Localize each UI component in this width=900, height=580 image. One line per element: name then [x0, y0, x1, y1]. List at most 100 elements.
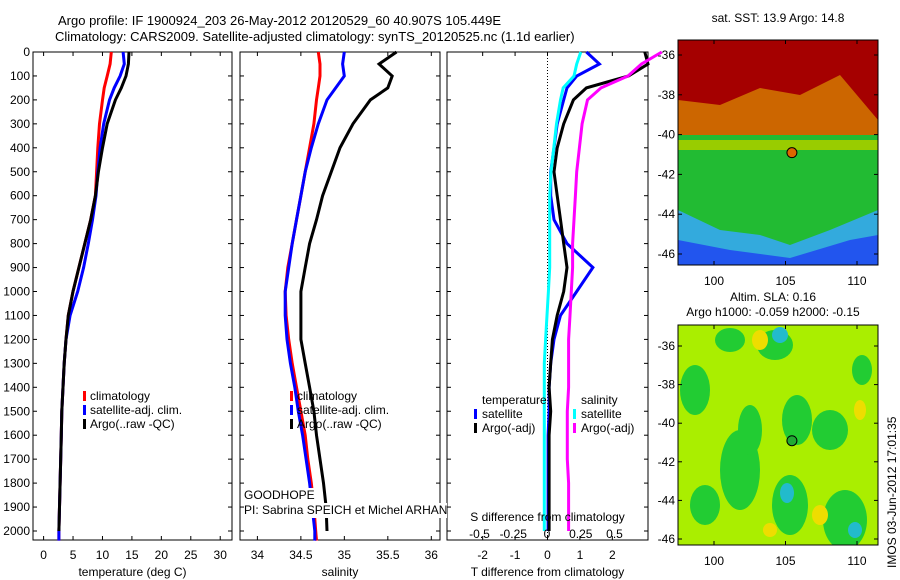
sla-low-anomaly — [812, 410, 848, 450]
y-tick-label: 1700 — [3, 452, 30, 466]
sla-lowest-anomaly — [772, 327, 788, 343]
map-image — [678, 40, 878, 265]
x-tick-label: -2 — [477, 548, 488, 562]
x-tick-label: 0 — [40, 548, 47, 562]
series-line-s-argo-adj- — [565, 50, 663, 531]
lat-tick-label: -40 — [658, 128, 676, 142]
x-tick-label: 0 — [544, 548, 551, 562]
map-frame — [677, 39, 879, 266]
legend-swatch — [83, 419, 86, 429]
y-tick-label: 100 — [10, 69, 30, 83]
sst-field-cold — [678, 235, 878, 265]
legend-label: Argo(..raw -QC) — [297, 417, 382, 431]
profile-location-marker — [786, 147, 798, 159]
sla-low-anomaly — [715, 328, 745, 352]
y-tick-label: 1800 — [3, 476, 30, 490]
lat-tick-label: -40 — [658, 416, 676, 430]
sst-field-yellowgreen — [678, 140, 878, 150]
y-tick-label: 1300 — [3, 356, 30, 370]
sla-high-anomaly — [812, 505, 828, 525]
legend-swatch — [474, 423, 477, 433]
legend-swatch — [290, 419, 293, 429]
x-axis-label: T difference from climatology — [471, 565, 625, 579]
panel-differences: -2 -1 0 1 2 T difference from climatology -0.5… — [446, 50, 663, 579]
lat-tick-label: -46 — [658, 532, 676, 546]
legend-swatch — [290, 391, 293, 401]
sla-low-anomaly — [782, 395, 812, 445]
y-tick-label: 1000 — [3, 285, 30, 299]
x-tick-label: 35.5 — [376, 548, 400, 562]
lat-tick-label: -46 — [658, 247, 676, 261]
lat-tick-label: -36 — [658, 48, 676, 62]
y-tick-label: 0 — [23, 45, 30, 59]
y-tick-label: 200 — [10, 93, 30, 107]
lat-tick-label: -36 — [658, 339, 676, 353]
lon-tick-label: 100 — [704, 274, 724, 288]
y-tick-label: 1900 — [3, 500, 30, 514]
x-tick-label: 15 — [125, 548, 139, 562]
series-line-satellite-adj-clim- — [283, 51, 346, 541]
legend-label: satellite-adj. clim. — [297, 403, 389, 417]
x-tick-label: 34.5 — [289, 548, 313, 562]
x-tick-label: 25 — [184, 548, 198, 562]
y-tick-label: 800 — [10, 237, 30, 251]
x-tick-label: -1 — [510, 548, 521, 562]
x-tick-label: 1 — [577, 548, 584, 562]
legend-label: satellite-adj. clim. — [90, 403, 182, 417]
x-tick-label: 36 — [425, 548, 439, 562]
legend-swatch — [474, 409, 477, 419]
lon-tick-label: 110 — [847, 554, 866, 568]
lon-tick-label: 105 — [775, 274, 795, 288]
map-frame — [677, 324, 879, 546]
y-tick-label: 1500 — [3, 404, 30, 418]
map-title: Altim. SLA: 0.16 — [730, 290, 816, 304]
y-tick-label: 1600 — [3, 428, 30, 442]
legend-label: satellite — [482, 407, 523, 421]
lat-tick-label: -42 — [658, 167, 676, 181]
x-tick-label: 5 — [70, 548, 77, 562]
sst-field-hot — [678, 40, 878, 120]
imos-timestamp: IMOS 03-Jun-2012 17:01:35 — [885, 416, 899, 568]
panel-temperature: 0100200300400500600700800900100011001200… — [3, 45, 233, 579]
legend-label: Argo(..raw -QC) — [90, 417, 175, 431]
legend-swatch — [83, 405, 86, 415]
sla-low-anomaly — [738, 405, 762, 455]
series-line-argo-raw-qc- — [57, 51, 131, 532]
y-tick-label: 1200 — [3, 332, 30, 346]
legend-label: climatology — [297, 389, 357, 403]
x-tick-label: 10 — [96, 548, 110, 562]
sla-lowest-anomaly — [848, 522, 862, 538]
plot-frame — [32, 51, 233, 541]
map-subtitle: Argo h1000: -0.059 h2000: -0.15 — [686, 305, 860, 319]
y-tick-label: 400 — [10, 141, 30, 155]
sla-low-anomaly — [823, 490, 867, 545]
legend-title: salinity — [581, 393, 618, 407]
y-tick-label: 500 — [10, 165, 30, 179]
x-tick-label: 35 — [338, 548, 352, 562]
legend-swatch — [573, 409, 576, 419]
lon-tick-label: 110 — [847, 274, 866, 288]
x2-tick-label: 0.5 — [606, 527, 623, 541]
y-tick-label: 900 — [10, 261, 30, 275]
plot-frame — [239, 51, 441, 541]
legend-swatch — [573, 423, 576, 433]
title-line-2: Climatology: CARS2009. Satellite-adjuste… — [55, 29, 575, 44]
x2-tick-label: 0.25 — [569, 527, 593, 541]
legend-label: climatology — [90, 389, 150, 403]
map-sla_map: -36 -38 -40 -42 -44 -46 100 105 110 Altim. SLA: 0… — [658, 290, 879, 568]
lon-tick-label: 105 — [775, 554, 795, 568]
x-axis-label: salinity — [322, 565, 359, 579]
x-tick-label: 34 — [251, 548, 265, 562]
sla-high-anomaly — [763, 523, 777, 537]
x-axis-label: temperature (deg C) — [78, 565, 186, 579]
y-tick-label: 1400 — [3, 380, 30, 394]
series-line-s-satellite — [542, 51, 583, 531]
title-line-1: Argo profile: IF 1900924_203 26-May-2012… — [58, 13, 502, 28]
x2-axis-label: S difference from climatology — [470, 510, 625, 524]
sla-low-anomaly — [690, 485, 720, 525]
pi-label: PI: Sabrina SPEICH et Michel ARHAN — [244, 503, 448, 518]
legend-swatch — [83, 391, 86, 401]
x2-tick-label: 0 — [544, 527, 551, 541]
